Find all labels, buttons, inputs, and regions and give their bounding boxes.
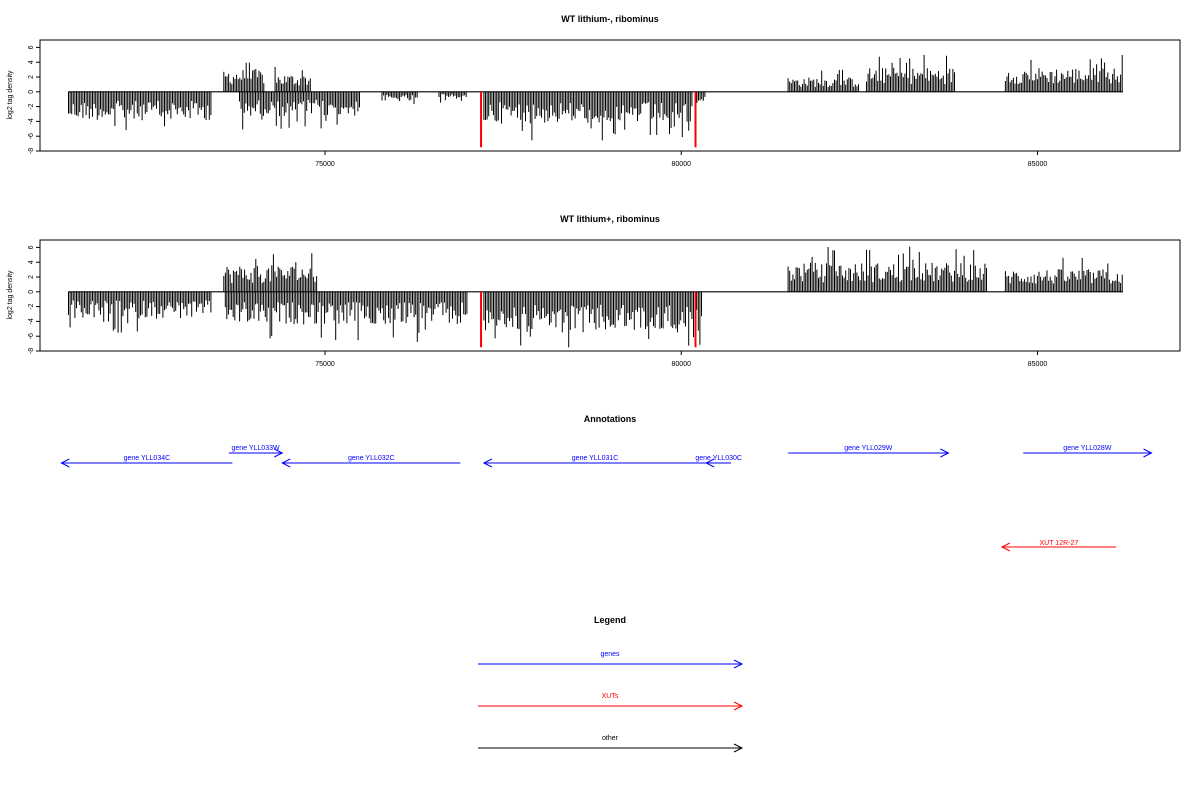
feature-gene-yll034c: gene YLL034C: [60, 455, 233, 468]
arrow-head-icon: [705, 458, 715, 468]
feature-label: gene YLL033W: [231, 445, 280, 452]
x-tick-label: 80000: [672, 361, 692, 368]
annotations-title: Annotations: [584, 414, 637, 424]
coverage-segment: [223, 62, 265, 92]
feature-label: gene YLL030C: [695, 455, 742, 462]
feature-xut-12r-27: XUT 12R-27: [1000, 540, 1116, 552]
panel-title: WT lithium+, ribominus: [560, 214, 660, 224]
legend-title: Legend: [594, 615, 626, 625]
axes: 75000 80000 85000 -8 -6 -4 -2 0 2 4 6: [28, 245, 1047, 368]
feature-label: gene YLL034C: [124, 455, 171, 462]
legend-label: XUTs: [602, 693, 619, 700]
axes: 75000 80000 85000 -8 -6 -4 -2 0 2 4 6: [28, 45, 1047, 168]
coverage-segment: [239, 91, 360, 130]
legend-items: genes XUTs other: [478, 651, 744, 753]
coverage-segment: [787, 69, 859, 92]
arrow-head-icon: [482, 458, 493, 468]
coverage-panel-lithium-plus: WT lithium+, ribominus log2 tag density …: [7, 214, 1181, 368]
coverage-segment: [223, 253, 318, 292]
coverage-segment: [438, 91, 467, 103]
feature-gene-yll028w: gene YLL028W: [1023, 445, 1153, 458]
y-axis-label: log2 tag density: [7, 270, 14, 320]
x-tick-label: 75000: [315, 361, 335, 368]
coverage-segment: [381, 91, 418, 105]
coverage-bars: [68, 54, 1123, 148]
y-tick-label: 2: [28, 75, 35, 79]
coverage-bars: [68, 246, 1123, 348]
feature-gene-yll030c: gene YLL030C: [695, 455, 742, 468]
feature-gene-yll031c: gene YLL031C: [482, 455, 707, 468]
y-tick-label: -2: [28, 103, 35, 109]
legend-item-other: other: [478, 735, 744, 753]
legend-item-xuts: XUTs: [478, 693, 744, 711]
y-tick-label: -6: [28, 133, 35, 139]
coverage-segment: [483, 91, 693, 141]
feature-label: gene YLL029W: [844, 445, 893, 452]
legend-item-genes: genes: [478, 651, 744, 669]
x-tick-label: 75000: [315, 161, 335, 168]
legend-label: genes: [600, 651, 620, 658]
coverage-segment: [483, 291, 702, 348]
plot-frame: [39, 239, 1181, 352]
feature-label: gene YLL031C: [572, 455, 619, 462]
arrow-head-icon: [940, 448, 950, 458]
x-tick-label: 80000: [672, 161, 692, 168]
annotation-features: gene YLL034C gene YLL033W gene YLL032C gene…: [60, 445, 1153, 552]
y-tick-label: -2: [28, 303, 35, 309]
y-tick-label: 4: [28, 260, 35, 264]
feature-gene-yll033w: gene YLL033W: [228, 445, 284, 458]
legend-label: other: [602, 735, 619, 742]
y-axis-label: log2 tag density: [7, 70, 14, 120]
y-tick-label: -4: [28, 118, 35, 124]
y-tick-label: -8: [28, 148, 35, 154]
y-tick-label: -8: [28, 348, 35, 354]
coverage-segment: [787, 246, 987, 292]
y-tick-label: 2: [28, 275, 35, 279]
y-tick-label: 0: [28, 90, 35, 94]
y-tick-label: 6: [28, 245, 35, 249]
feature-label: gene YLL032C: [348, 455, 395, 462]
legend: Legend genes XUTs other: [478, 615, 744, 753]
arrow-head-icon: [733, 659, 744, 669]
y-tick-label: -6: [28, 333, 35, 339]
feature-gene-yll029w: gene YLL029W: [788, 445, 950, 458]
y-tick-label: 6: [28, 45, 35, 49]
feature-label: gene YLL028W: [1063, 445, 1112, 452]
coverage-segment: [696, 91, 706, 103]
coverage-segment: [274, 66, 311, 92]
arrow-head-icon: [60, 458, 70, 468]
arrow-head-icon: [1143, 448, 1153, 458]
plot-frame: [39, 39, 1181, 152]
coverage-segment: [1004, 257, 1123, 292]
panel-title: WT lithium-, ribominus: [561, 14, 659, 24]
y-tick-label: -4: [28, 318, 35, 324]
coverage-segment: [68, 291, 212, 333]
arrow-head-icon: [274, 448, 284, 458]
arrow-head-icon: [733, 743, 744, 753]
arrow-head-icon: [1000, 542, 1011, 552]
coverage-segment: [68, 91, 212, 131]
y-tick-label: 0: [28, 290, 35, 294]
feature-label: XUT 12R-27: [1039, 540, 1078, 547]
coverage-segment: [866, 54, 955, 92]
x-tick-label: 85000: [1028, 361, 1048, 368]
feature-gene-yll032c: gene YLL032C: [281, 455, 461, 468]
arrow-head-icon: [733, 701, 744, 711]
coverage-panel-lithium-minus: WT lithium-, ribominus log2 tag density …: [7, 14, 1181, 168]
coverage-segment: [224, 291, 468, 342]
coverage-segment: [1004, 55, 1123, 92]
x-tick-label: 85000: [1028, 161, 1048, 168]
y-tick-label: 4: [28, 60, 35, 64]
arrow-head-icon: [281, 458, 291, 468]
